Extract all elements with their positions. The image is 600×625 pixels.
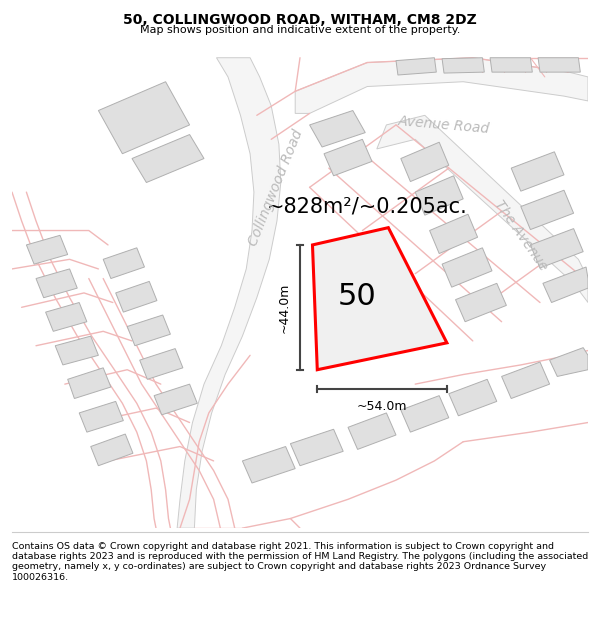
Polygon shape	[550, 348, 588, 376]
Polygon shape	[396, 58, 436, 75]
Polygon shape	[401, 396, 449, 432]
Text: Contains OS data © Crown copyright and database right 2021. This information is : Contains OS data © Crown copyright and d…	[12, 542, 588, 582]
Polygon shape	[313, 228, 447, 370]
Polygon shape	[401, 142, 449, 182]
Polygon shape	[242, 446, 295, 483]
Polygon shape	[295, 58, 588, 113]
Polygon shape	[442, 58, 484, 73]
Polygon shape	[310, 111, 365, 147]
Polygon shape	[415, 176, 463, 215]
Polygon shape	[103, 248, 145, 279]
Polygon shape	[348, 413, 396, 449]
Polygon shape	[116, 281, 157, 312]
Polygon shape	[538, 58, 580, 72]
Polygon shape	[55, 336, 98, 365]
Polygon shape	[46, 302, 87, 331]
Polygon shape	[91, 434, 133, 466]
Polygon shape	[449, 379, 497, 416]
Polygon shape	[140, 349, 183, 379]
Polygon shape	[543, 267, 588, 302]
Polygon shape	[502, 362, 550, 399]
Polygon shape	[154, 384, 197, 415]
Polygon shape	[377, 116, 588, 302]
Polygon shape	[132, 134, 204, 182]
Polygon shape	[177, 58, 281, 528]
Text: 50, COLLINGWOOD ROAD, WITHAM, CM8 2DZ: 50, COLLINGWOOD ROAD, WITHAM, CM8 2DZ	[123, 14, 477, 28]
Text: 50: 50	[337, 282, 376, 311]
Polygon shape	[26, 236, 68, 264]
Polygon shape	[490, 58, 532, 72]
Text: Map shows position and indicative extent of the property.: Map shows position and indicative extent…	[140, 24, 460, 34]
Polygon shape	[521, 190, 574, 229]
Polygon shape	[530, 229, 583, 268]
Polygon shape	[511, 152, 564, 191]
Text: Collingwood Road: Collingwood Road	[246, 127, 306, 248]
Polygon shape	[98, 82, 190, 154]
Polygon shape	[68, 368, 111, 399]
Text: ~54.0m: ~54.0m	[357, 401, 407, 414]
Text: ~44.0m: ~44.0m	[277, 282, 290, 332]
Text: Avenue Road: Avenue Road	[398, 114, 490, 136]
Polygon shape	[127, 315, 170, 346]
Polygon shape	[36, 269, 77, 298]
Polygon shape	[430, 214, 478, 254]
Polygon shape	[290, 429, 343, 466]
Polygon shape	[79, 401, 124, 432]
Text: The Avenue: The Avenue	[491, 198, 550, 273]
Text: ~828m²/~0.205ac.: ~828m²/~0.205ac.	[267, 196, 467, 216]
Polygon shape	[324, 139, 372, 176]
Polygon shape	[442, 248, 492, 287]
Polygon shape	[455, 283, 506, 322]
